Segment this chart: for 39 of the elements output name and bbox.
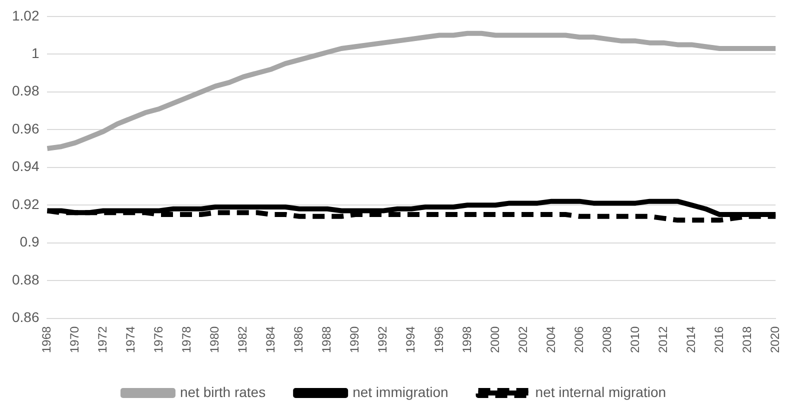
x-tick-label: 1988 [320, 326, 334, 354]
x-tick-label: 1974 [124, 326, 138, 354]
y-tick-label: 0.86 [12, 309, 40, 326]
x-tick-label: 1994 [404, 326, 418, 354]
y-tick-label: 0.96 [12, 120, 40, 136]
x-tick-label: 2016 [712, 326, 726, 354]
x-tick-label: 2000 [488, 326, 502, 354]
x-tick-label: 1976 [152, 326, 166, 354]
x-tick-label: 2018 [740, 326, 754, 354]
y-tick-label: 0.9 [20, 234, 40, 250]
legend-label: net internal migration [535, 384, 666, 400]
y-tick-label: 1.02 [12, 7, 40, 24]
x-tick-label: 2006 [572, 326, 586, 354]
y-tick-label: 0.88 [12, 271, 40, 288]
x-tick-label: 1996 [432, 326, 446, 354]
y-tick-label: 1 [31, 44, 40, 61]
y-tick-label: 0.94 [12, 158, 40, 174]
y-tick-label: 0.92 [12, 196, 40, 212]
x-tick-label: 1992 [376, 326, 390, 354]
x-tick-label: 1972 [96, 326, 110, 354]
x-tick-label: 1970 [68, 326, 82, 354]
x-tick-label: 1998 [460, 326, 474, 354]
x-tick-label: 2010 [628, 326, 642, 354]
x-tick-label: 1984 [264, 326, 278, 354]
x-tick-label: 2020 [768, 326, 782, 354]
x-tick-label: 2004 [544, 326, 558, 354]
x-tick-label: 2008 [600, 326, 614, 354]
x-tick-label: 2002 [516, 326, 530, 354]
y-tick-label: 0.98 [12, 82, 40, 99]
x-tick-label: 2014 [684, 326, 698, 354]
x-tick-label: 1978 [180, 326, 194, 354]
x-tick-label: 1986 [292, 326, 306, 354]
x-tick-label: 1968 [40, 326, 54, 354]
x-tick-label: 1990 [348, 326, 362, 354]
x-tick-label: 1980 [208, 326, 222, 354]
x-tick-label: 2012 [656, 326, 670, 354]
legend-label: net immigration [352, 384, 448, 400]
x-tick-label: 1982 [236, 326, 250, 354]
legend-label: net birth rates [180, 384, 266, 400]
